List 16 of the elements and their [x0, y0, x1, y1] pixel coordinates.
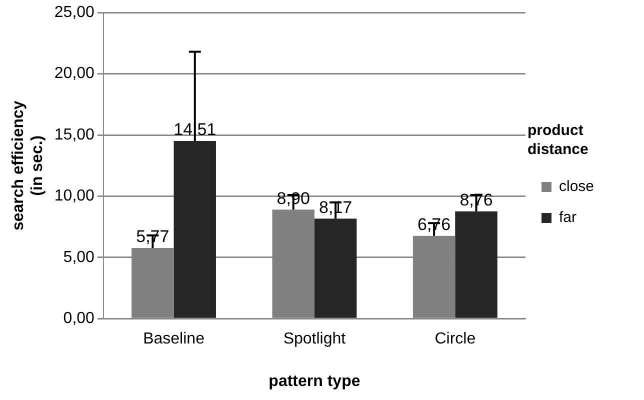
x-axis-title: pattern type — [268, 372, 360, 390]
legend-label: far — [558, 209, 576, 226]
data-label: 5,77 — [136, 227, 170, 246]
y-axis-title: search efficiency (in sec.) — [10, 100, 46, 231]
y-tick-label: 0,00 — [63, 310, 95, 328]
y-tick-label: 15,00 — [54, 126, 95, 144]
y-tick-label: 5,00 — [63, 248, 95, 266]
y-tick-label: 20,00 — [54, 65, 95, 82]
x-tick-label: Circle — [434, 330, 476, 348]
data-label: 6,76 — [417, 215, 451, 234]
x-tick-label: Baseline — [143, 330, 205, 348]
legend-title: product distance — [527, 122, 588, 158]
y-tick-label: 10,00 — [54, 188, 95, 205]
y-tick-label: 25,00 — [54, 4, 95, 22]
legend-label: close — [558, 178, 594, 196]
x-tick-label: Spotlight — [283, 330, 346, 348]
